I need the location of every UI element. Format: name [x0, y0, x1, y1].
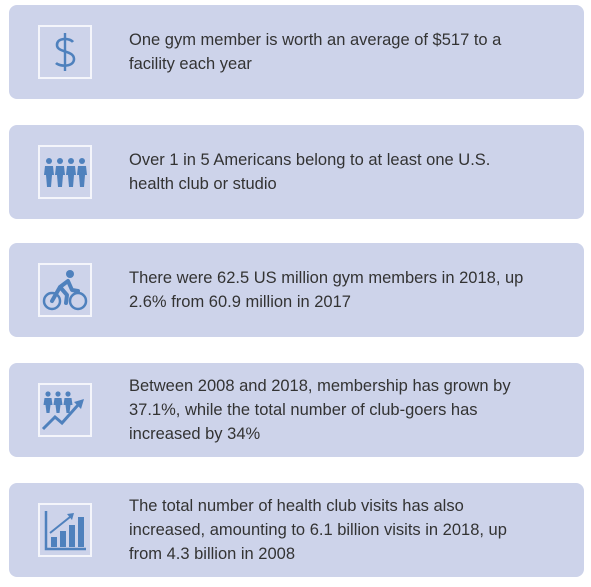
text-line: health club or studio [129, 175, 277, 193]
fact-text: Between 2008 and 2018, membership has gr… [129, 374, 511, 446]
text-line: increased by 34% [129, 425, 261, 443]
text-line: 2.6% from 60.9 million in 2017 [129, 293, 351, 311]
fact-text: One gym member is worth an average of $5… [129, 28, 501, 76]
growth-icon [38, 383, 92, 437]
dollar-icon [38, 25, 92, 79]
fact-card: One gym member is worth an average of $5… [9, 5, 584, 99]
bar-chart-icon [38, 503, 92, 557]
text-line: There were 62.5 US million gym members i… [129, 269, 524, 287]
cyclist-icon [38, 263, 92, 317]
text-line: One gym member is worth an average of $5… [129, 31, 502, 49]
text-line: Over 1 in 5 Americans belong to at least… [129, 151, 491, 169]
fact-text: There were 62.5 US million gym members i… [129, 266, 523, 314]
text-line: The total number of health club visits h… [129, 497, 464, 515]
text-line: 37.1%, while the total number of club-go… [129, 401, 478, 419]
text-line: increased, amounting to 6.1 billion visi… [129, 521, 507, 539]
fact-text: The total number of health club visits h… [129, 494, 507, 566]
text-line: facility each year [129, 55, 252, 73]
fact-text: Over 1 in 5 Americans belong to at least… [129, 148, 490, 196]
people-icon [38, 145, 92, 199]
fact-card: The total number of health club visits h… [9, 483, 584, 577]
fact-card: Between 2008 and 2018, membership has gr… [9, 363, 584, 457]
fact-card: There were 62.5 US million gym members i… [9, 243, 584, 337]
fact-card: Over 1 in 5 Americans belong to at least… [9, 125, 584, 219]
text-line: from 4.3 billion in 2008 [129, 545, 296, 563]
text-line: Between 2008 and 2018, membership has gr… [129, 377, 511, 395]
